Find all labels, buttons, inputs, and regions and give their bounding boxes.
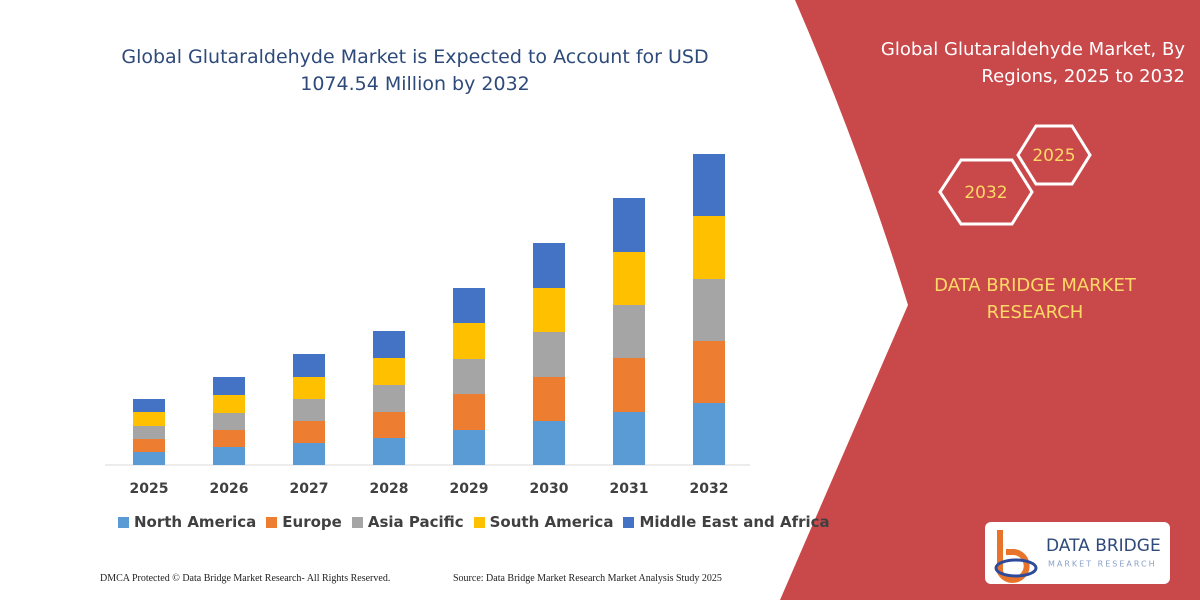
bar-segment: [213, 413, 245, 430]
bar-segment: [293, 443, 325, 465]
x-tick-label: 2025: [130, 481, 169, 497]
bar-segment: [453, 394, 485, 430]
x-tick-label: 2027: [290, 481, 329, 497]
legend-item: South America: [473, 513, 614, 531]
legend-item: Asia Pacific: [351, 513, 464, 531]
bar-segment: [293, 421, 325, 443]
bar-segment: [453, 359, 485, 394]
legend-label: Middle East and Africa: [639, 513, 830, 531]
footer-left: DMCA Protected © Data Bridge Market Rese…: [100, 573, 391, 584]
bar-segment: [213, 430, 245, 447]
bar-segment: [533, 243, 565, 288]
bar-segment: [693, 154, 725, 216]
x-tick-label: 2032: [690, 481, 729, 497]
bar-segment: [293, 399, 325, 421]
bar-segment: [213, 377, 245, 395]
bar-segment: [533, 377, 565, 421]
logo-box: [985, 522, 1170, 584]
bar-segment: [613, 252, 645, 305]
bar-segment: [693, 341, 725, 403]
legend-swatch: [266, 516, 278, 528]
bar-segment: [373, 331, 405, 358]
legend-label: South America: [489, 513, 614, 531]
hexagon: [938, 158, 1034, 226]
bar-segment: [373, 358, 405, 385]
legend-label: North America: [134, 513, 257, 531]
logo-name: DATA BRIDGE: [1046, 536, 1161, 556]
red-panel: [780, 0, 1200, 600]
bar-segment: [693, 279, 725, 341]
bar-segment: [373, 438, 405, 465]
bar-segment: [293, 377, 325, 399]
bar-segment: [533, 288, 565, 332]
bar-segment: [613, 358, 645, 412]
bar-segment: [453, 288, 485, 323]
bar-segment: [613, 412, 645, 465]
legend-item: North America: [118, 513, 256, 531]
bar-segment: [533, 421, 565, 465]
hexagon: [1016, 124, 1092, 186]
bar-segment: [133, 399, 165, 412]
panel-title: Global Glutaraldehyde Market, By Regions…: [880, 39, 1185, 87]
bar-segment: [133, 452, 165, 465]
bar-segment: [133, 426, 165, 439]
bar-segment: [693, 216, 725, 279]
bar-segment: [693, 403, 725, 465]
x-tick-label: 2029: [450, 481, 489, 497]
bar-segment: [213, 447, 245, 465]
legend-label: Europe: [282, 513, 342, 531]
bar-segment: [133, 439, 165, 452]
brand: DATA BRIDGE MARKET RESEARCH: [934, 275, 1136, 323]
legend-item: Middle East and Africa: [623, 513, 830, 531]
bar-segment: [373, 385, 405, 412]
hexagon-label: 2032: [964, 183, 1007, 203]
legend-swatch: [118, 516, 129, 528]
chart-title: Global Glutaraldehyde Market is Expected…: [121, 46, 709, 95]
legend-label: Asia Pacific: [367, 513, 464, 531]
x-tick-label: 2031: [610, 481, 649, 497]
bar-segment: [293, 354, 325, 377]
bar-segment: [213, 395, 245, 413]
legend-swatch: [623, 516, 635, 528]
hexagon-label: 2025: [1032, 146, 1075, 166]
bar-segment: [453, 323, 485, 359]
legend-item: Europe: [266, 513, 342, 531]
legend: North America Europe Asia Pacific South Ame…: [118, 513, 830, 531]
x-tick-label: 2030: [530, 481, 569, 497]
bar-segment: [133, 412, 165, 426]
bar-segment: [373, 412, 405, 438]
logo-mark: [994, 558, 1038, 578]
legend-swatch: [473, 516, 485, 528]
bar-segment: [613, 305, 645, 358]
logo-tagline: MARKET RESEARCH: [1048, 560, 1157, 569]
legend-swatch: [351, 516, 363, 528]
bar-segment: [613, 198, 645, 252]
x-tick-label: 2028: [370, 481, 409, 497]
bar-segment: [453, 430, 485, 465]
x-tick-label: 2026: [210, 481, 249, 497]
footer-right: Source: Data Bridge Market Research Mark…: [453, 573, 722, 584]
bar-segment: [533, 332, 565, 377]
